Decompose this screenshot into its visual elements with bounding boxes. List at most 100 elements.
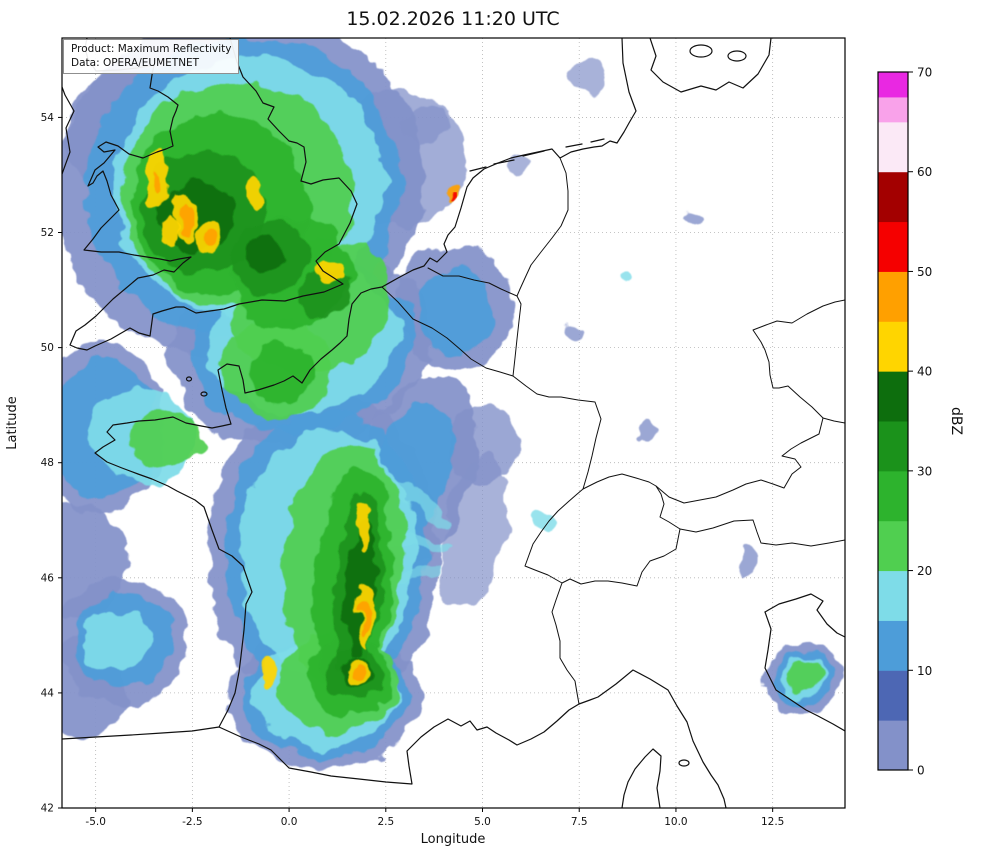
radar-echo-field: [62, 38, 842, 768]
colorbar-segment: [878, 570, 908, 621]
france-italy-border: [551, 582, 580, 705]
y-axis-label: Latitude: [5, 396, 20, 450]
colorbar-frame: [877, 71, 909, 771]
x-axis-label: Longitude: [421, 832, 486, 847]
colorbar-tick-label: 70: [917, 66, 932, 80]
radar-echo: [789, 661, 821, 691]
radar-echo: [565, 322, 586, 339]
frisian-islands: [469, 138, 605, 172]
radar-echo: [416, 267, 495, 353]
radar-echo: [246, 237, 285, 274]
uk-coastline: [69, 38, 358, 351]
istria-coastline: [764, 593, 845, 638]
colorbar-segment: [878, 321, 908, 372]
colorbar-tick-label: 40: [917, 365, 932, 379]
netherlands-germany-border: [516, 157, 569, 297]
echo-level-50: [450, 193, 456, 200]
colorbar: 0 10 20 30 40 50 60 70: [877, 66, 932, 778]
france-belgium-germany-border: [381, 286, 602, 490]
radar-echo: [350, 663, 363, 681]
x-tick-label: 10.0: [664, 816, 687, 828]
colorbar-segment: [878, 620, 908, 671]
x-tick-label: -5.0: [85, 816, 106, 828]
ireland-coastline: [62, 86, 75, 175]
colorbar-tick-label: 50: [917, 265, 932, 279]
echo-level-45: [153, 175, 456, 681]
radar-echo: [153, 175, 164, 198]
radar-echo: [246, 344, 317, 403]
y-tick-label: 46: [41, 572, 55, 584]
colorbar-segment: [878, 520, 908, 572]
austria-czech-border: [822, 417, 845, 424]
x-tick-label: 2.5: [377, 816, 394, 828]
plot-title: 15.02.2026 11:20 UTC: [346, 8, 559, 30]
radar-echo: [640, 421, 658, 436]
radar-echo: [687, 209, 703, 221]
radar-echo: [257, 661, 278, 685]
annotation-source: Data: OPERA/EUMETNET: [71, 57, 200, 70]
channel-island: [200, 391, 208, 397]
atlantic-coastline: [62, 38, 637, 740]
danish-island: [727, 50, 747, 62]
colorbar-segment: [878, 371, 908, 422]
y-axis-ticks: 42 44 46 48 50 52 54: [41, 112, 62, 815]
y-tick-label: 50: [41, 342, 54, 354]
channel-island: [185, 376, 193, 382]
radar-echo: [571, 59, 611, 95]
y-tick-label: 44: [41, 687, 55, 699]
radar-echo: [62, 503, 127, 618]
danish-island: [689, 44, 713, 58]
colorbar-segment: [878, 670, 908, 721]
colorbar-segment: [878, 121, 908, 173]
mediterranean-coastline: [218, 669, 727, 808]
radar-echo: [441, 452, 509, 612]
radar-echo: [245, 179, 263, 212]
x-tick-label: 12.5: [761, 816, 784, 828]
elba-island: [678, 759, 690, 767]
colorbar-segment: [878, 720, 908, 771]
colorbar-tick-label: 30: [917, 464, 932, 478]
germany-austria-czech-border: [655, 299, 845, 504]
x-tick-label: 0.0: [281, 816, 298, 828]
radar-echo: [128, 410, 202, 469]
annotation-product: Product: Maximum Reflectivity: [71, 43, 232, 55]
radar-echo: [178, 203, 195, 233]
adriatic-coastline: [764, 611, 845, 732]
colorbar-tick-label: 20: [917, 564, 932, 578]
colorbar-segment: [878, 470, 908, 522]
annotation-box: Product: Maximum Reflectivity Data: OPER…: [63, 39, 240, 75]
colorbar-label: dBZ: [948, 407, 964, 435]
radar-echo: [204, 230, 215, 250]
coastlines-and-borders: [62, 38, 845, 808]
y-tick-label: 42: [41, 803, 54, 815]
radar-echo: [299, 273, 349, 319]
radar-echo: [355, 500, 370, 552]
radar-echo: [405, 103, 452, 144]
y-tick-label: 54: [41, 112, 55, 124]
y-tick-label: 52: [41, 227, 54, 239]
colorbar-tick-label: 10: [917, 664, 932, 678]
radar-echo: [80, 609, 150, 674]
colorbar-segment: [878, 421, 908, 472]
radar-echo: [450, 193, 456, 200]
radar-echo: [738, 544, 753, 577]
colorbar-segment: [878, 72, 908, 98]
radar-echo: [532, 511, 557, 529]
x-tick-label: -2.5: [182, 816, 203, 828]
colorbar-segment: [878, 221, 908, 272]
colorbar-segment: [878, 171, 908, 223]
corsica-coastline: [621, 748, 662, 808]
colorbar-tick-label: 0: [917, 764, 925, 778]
austria-italy-border: [679, 519, 845, 547]
x-tick-label: 7.5: [571, 816, 588, 828]
colorbar-segment: [878, 96, 908, 123]
switzerland-border: [524, 473, 681, 587]
belgium-netherlands-border: [427, 267, 522, 377]
radar-echo: [361, 598, 370, 639]
colorbar-segment: [878, 271, 908, 322]
x-tick-label: 5.0: [474, 816, 491, 828]
x-axis-ticks: -5.0 -2.5 0.0 2.5 5.0 7.5 10.0 12.5: [85, 808, 784, 828]
baltic-coastline: [649, 38, 772, 93]
